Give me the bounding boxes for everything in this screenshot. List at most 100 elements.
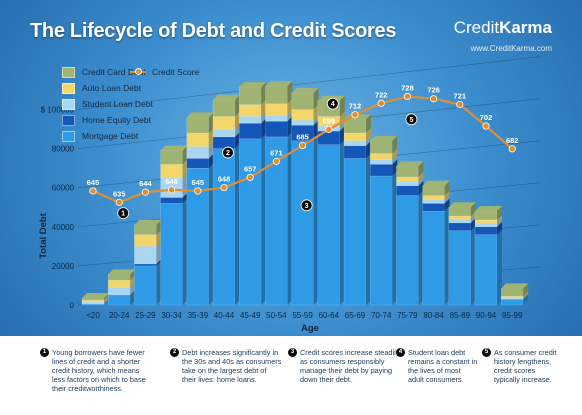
legend-label: Credit Card Debt <box>82 67 146 77</box>
bar-segment-side <box>208 163 214 305</box>
credit-score-point <box>168 186 176 194</box>
x-tick-label: 60-64 <box>319 311 340 320</box>
credit-score-point <box>456 100 464 109</box>
bar-segment <box>107 279 131 288</box>
bar-segment <box>107 295 131 306</box>
bar-top <box>422 180 450 186</box>
credit-score-point <box>115 198 123 206</box>
bar-segment <box>370 164 393 177</box>
credit-score-point <box>194 187 202 195</box>
bar-segment-side <box>156 260 162 305</box>
footnote-number: 3 <box>288 348 297 357</box>
bar-segment-side <box>470 211 476 219</box>
footnote-1: 1 Young borrowers have fewer lines of cre… <box>40 348 152 393</box>
x-tick-label: 80-84 <box>423 311 444 320</box>
bar-segment-side <box>313 104 319 121</box>
bar-segment <box>107 286 131 296</box>
bar-segment <box>501 288 524 297</box>
bar-segment-side <box>418 180 424 196</box>
bar-segment-side <box>366 153 371 305</box>
bar-segment <box>134 265 157 306</box>
bar-segment <box>448 207 471 217</box>
bar-segment <box>238 104 262 117</box>
bar-segment <box>212 128 236 138</box>
bar-top <box>134 219 162 225</box>
bar-segment <box>265 85 288 104</box>
bar-segment-side <box>235 124 240 137</box>
bar-segment <box>134 234 157 247</box>
legend-swatch <box>62 82 75 94</box>
bar-top <box>213 94 240 100</box>
bar-segment <box>291 92 314 110</box>
bar-top <box>160 145 188 151</box>
bar-segment-side <box>339 126 345 145</box>
credit-score-point <box>403 92 411 101</box>
y-tick-label: 80000 <box>52 145 75 154</box>
bar-segment <box>422 195 445 200</box>
bar-segment <box>134 224 157 235</box>
bar-segment-side <box>470 217 476 231</box>
bar-top <box>448 202 476 208</box>
bar-segment-side <box>497 217 502 227</box>
credit-score-label: 712 <box>349 102 362 111</box>
legend-label: Credit Score <box>152 67 200 77</box>
bar-segment-side <box>261 99 267 117</box>
x-tick-label: 65-69 <box>345 311 366 320</box>
bar-segment-side <box>444 194 450 204</box>
callout-marker-number: 2 <box>226 150 230 157</box>
legend-swatch <box>62 114 75 126</box>
bar-segment <box>422 185 445 196</box>
bar-segment-side <box>392 171 398 305</box>
bar-segment <box>370 175 393 306</box>
footnotes-panel: 1 Young borrowers have fewer lines of cre… <box>0 336 582 415</box>
bar-segment-side <box>470 214 476 223</box>
legend-swatch <box>62 98 75 110</box>
credit-score-point <box>351 111 359 119</box>
bar-segment <box>474 226 498 235</box>
bar-segment-side <box>470 202 476 217</box>
x-tick-label: 75-79 <box>397 311 418 320</box>
bar-segment <box>291 109 314 121</box>
brand-logo: CreditKarma <box>454 18 552 38</box>
credit-score-label: 728 <box>401 83 414 92</box>
credit-score-point <box>220 183 228 192</box>
bar-segment-side <box>261 133 267 305</box>
footnote-text: Young borrowers have fewer lines of cred… <box>52 348 146 393</box>
bar-segment <box>212 116 236 130</box>
bar-segment-side <box>104 295 109 303</box>
bar-segment-side <box>156 258 162 266</box>
bar-segment-side <box>313 135 319 305</box>
bar-segment <box>160 150 183 165</box>
legend-item-auto-loan: Auto Loan Debt <box>62 80 153 96</box>
bar-segment-side <box>366 140 371 159</box>
bar-segment-side <box>392 135 398 154</box>
bar-segment-side <box>366 135 371 146</box>
bar-segment-side <box>497 229 502 305</box>
credit-score-label: 648 <box>218 175 231 184</box>
credit-score-line-icon <box>130 68 146 75</box>
bar-segment-side <box>130 289 136 296</box>
bar-segment <box>238 116 262 124</box>
bar-segment <box>343 119 367 134</box>
bar-segment-side <box>208 112 214 133</box>
bar-segment-side <box>208 141 214 159</box>
bar-segment-side <box>182 198 188 305</box>
x-tick-label: 55-59 <box>292 311 313 320</box>
brand-url: www.CreditKarma.com <box>470 44 552 53</box>
credit-score-point <box>377 99 385 107</box>
bar-segment <box>81 297 105 301</box>
legend-label: Student Loan Debt <box>82 99 153 109</box>
bar-segment-side <box>182 159 188 178</box>
bar-segment-side <box>156 219 162 235</box>
y-tick-label: $ 100000 <box>41 106 75 115</box>
bar-segment-side <box>523 291 529 299</box>
bar-segment <box>501 298 524 306</box>
bar-segment <box>291 120 314 126</box>
bar-segment-side <box>235 131 240 149</box>
legend-label: Mortgage Debt <box>82 131 139 141</box>
credit-score-label: 721 <box>454 91 467 100</box>
bar-segment <box>474 210 498 221</box>
bar-segment <box>160 197 183 204</box>
callout-marker-number: 1 <box>121 211 125 218</box>
footnote-number: 1 <box>40 348 49 357</box>
